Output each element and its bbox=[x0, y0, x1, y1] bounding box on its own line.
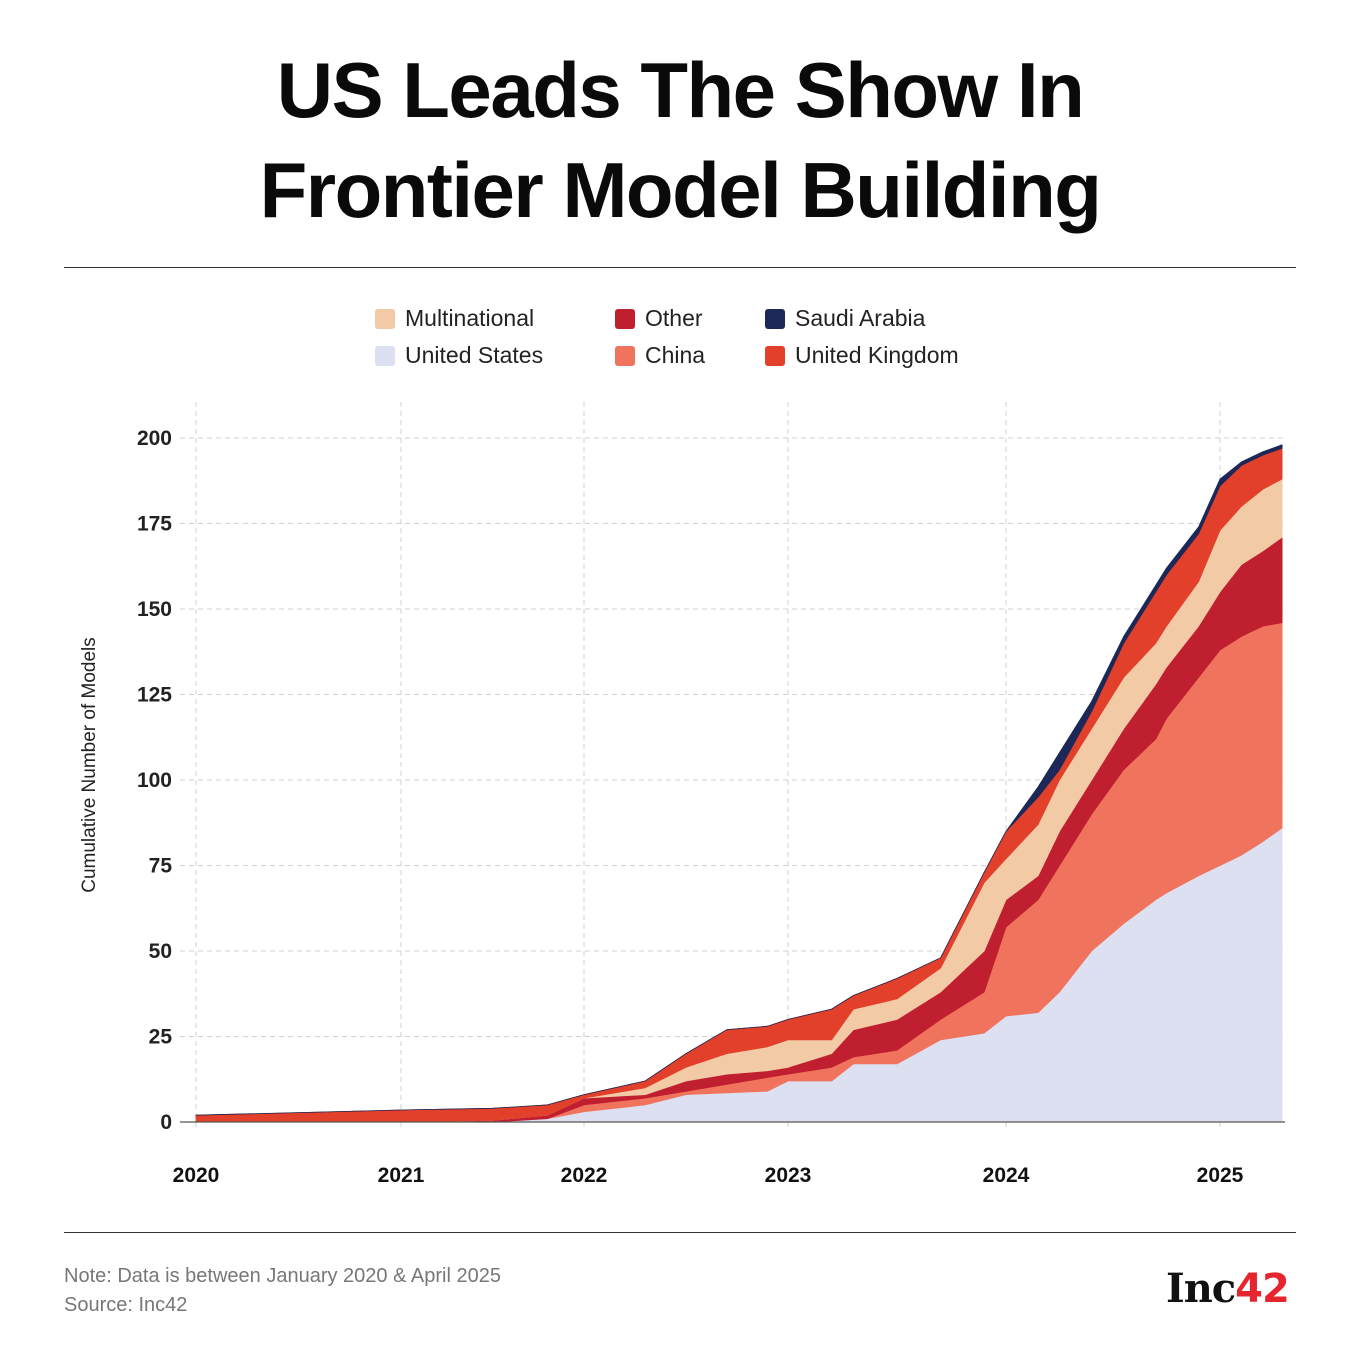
source-note: Source: Inc42 bbox=[64, 1294, 188, 1316]
inc42-logo: Inc42 bbox=[1166, 1265, 1290, 1312]
title-line-1: US Leads The Show In bbox=[276, 46, 1085, 134]
y-tick-label: 125 bbox=[137, 684, 172, 707]
bottom-divider bbox=[64, 1232, 1296, 1233]
legend-item-multinational: Multinational bbox=[375, 305, 534, 332]
legend-swatch bbox=[765, 345, 785, 366]
legend-label: Saudi Arabia bbox=[795, 305, 926, 331]
legend-item-united-states: United States bbox=[375, 342, 543, 369]
data-note: Note: Data is between January 2020 & Apr… bbox=[64, 1265, 501, 1287]
legend-label: Other bbox=[645, 305, 703, 331]
y-tick-label: 150 bbox=[137, 598, 172, 621]
legend-swatch bbox=[375, 345, 395, 366]
legend-label: China bbox=[645, 342, 706, 368]
footer-notes: Note: Data is between January 2020 & Apr… bbox=[64, 1262, 501, 1320]
x-tick-label: 2023 bbox=[765, 1164, 812, 1187]
y-tick-label: 75 bbox=[149, 855, 173, 878]
legend-swatch bbox=[615, 345, 635, 366]
x-tick-label: 2025 bbox=[1197, 1164, 1244, 1187]
legend-swatch bbox=[765, 308, 785, 329]
x-tick-label: 2022 bbox=[561, 1164, 608, 1187]
legend-item-china: China bbox=[615, 342, 705, 369]
legend-item-united-kingdom: United Kingdom bbox=[765, 342, 959, 369]
legend-item-other: Other bbox=[615, 305, 703, 332]
legend-item-saudi-arabia: Saudi Arabia bbox=[765, 305, 925, 332]
y-tick-label: 100 bbox=[137, 769, 172, 792]
y-tick-label: 50 bbox=[149, 940, 172, 963]
legend-label: United States bbox=[405, 342, 544, 368]
legend-swatch bbox=[615, 308, 635, 329]
y-axis-label: Cumulative Number of Models bbox=[79, 637, 100, 893]
legend-swatch bbox=[375, 308, 395, 329]
legend-label: Multinational bbox=[405, 305, 535, 331]
y-tick-label: 200 bbox=[137, 427, 172, 450]
y-tick-label: 0 bbox=[160, 1111, 172, 1134]
legend-label: United Kingdom bbox=[795, 342, 959, 368]
x-tick-label: 2024 bbox=[983, 1164, 1030, 1187]
y-tick-label: 25 bbox=[149, 1026, 173, 1049]
title-line-2: Frontier Model Building bbox=[259, 146, 1102, 234]
area-saudi-arabia bbox=[195, 444, 1283, 1116]
top-divider bbox=[64, 267, 1296, 268]
y-tick-label: 175 bbox=[137, 513, 172, 536]
x-tick-label: 2021 bbox=[378, 1164, 425, 1187]
chart-title: US Leads The Show In Frontier Model Buil… bbox=[0, 40, 1360, 240]
x-tick-label: 2020 bbox=[173, 1164, 220, 1187]
